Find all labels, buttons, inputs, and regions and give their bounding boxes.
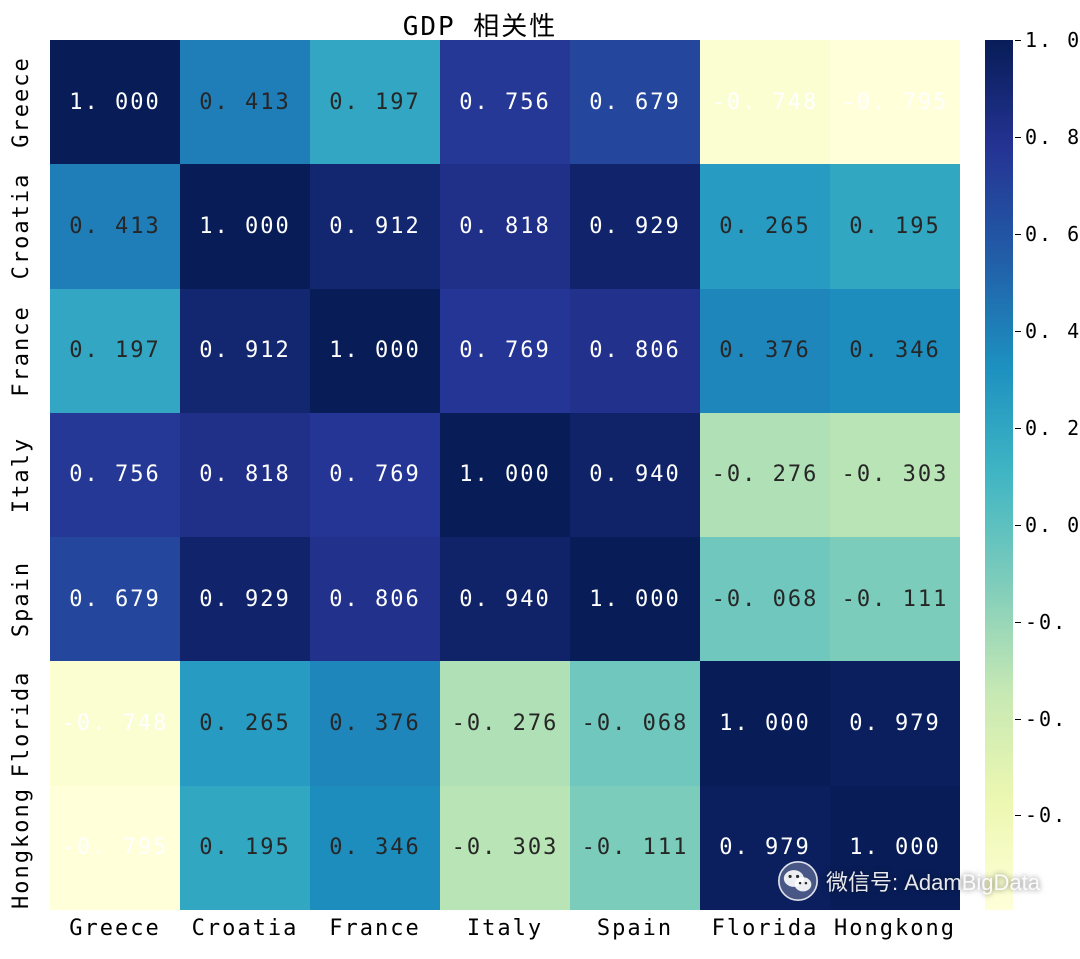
heatmap-cell: -0. 276 (440, 661, 570, 785)
heatmap-cell: 0. 346 (310, 786, 440, 910)
heatmap-cell: 0. 265 (180, 661, 310, 785)
colorbar-tick-label: -0. 6 (1025, 803, 1080, 827)
heatmap-cell: 0. 756 (50, 413, 180, 537)
x-tick-label: Spain (570, 916, 700, 941)
heatmap-cell: 1. 000 (700, 661, 830, 785)
y-tick-label: Hongkong (8, 786, 36, 910)
heatmap-cell: 0. 679 (50, 537, 180, 661)
colorbar-tick-label: 0. 0 (1025, 513, 1080, 537)
heatmap-cell: 0. 679 (570, 40, 700, 164)
heatmap-cell: 0. 756 (440, 40, 570, 164)
heatmap-cell: 0. 265 (700, 164, 830, 288)
colorbar-tick-label: 0. 4 (1025, 319, 1080, 343)
heatmap-cell: 0. 806 (310, 537, 440, 661)
heatmap-cell: 1. 000 (310, 289, 440, 413)
gdp-correlation-heatmap: GDP 相关性 1. 0000. 4130. 1970. 7560. 679-0… (0, 0, 1080, 959)
x-tick-label: Italy (440, 916, 570, 941)
heatmap-cell: 0. 197 (310, 40, 440, 164)
y-tick-label: Spain (8, 537, 36, 661)
heatmap-cell: 0. 818 (180, 413, 310, 537)
heatmap-cell: 0. 197 (50, 289, 180, 413)
heatmap-cell: -0. 068 (570, 661, 700, 785)
x-tick-label: France (310, 916, 440, 941)
heatmap-cell: 0. 940 (440, 537, 570, 661)
heatmap-cell: -0. 276 (700, 413, 830, 537)
heatmap-cell: 0. 912 (180, 289, 310, 413)
y-tick-label: France (8, 289, 36, 413)
heatmap-cell: 0. 979 (830, 661, 960, 785)
heatmap-cell: 0. 376 (310, 661, 440, 785)
heatmap-cell: -0. 795 (50, 786, 180, 910)
heatmap-cell: 0. 979 (700, 786, 830, 910)
chart-title: GDP 相关性 (0, 6, 960, 43)
heatmap-cell: 0. 413 (50, 164, 180, 288)
heatmap-cell: 0. 806 (570, 289, 700, 413)
colorbar-tick-label: 0. 6 (1025, 222, 1080, 246)
heatmap-cell: -0. 748 (700, 40, 830, 164)
heatmap-cell: 0. 769 (310, 413, 440, 537)
heatmap-cell: 1. 000 (440, 413, 570, 537)
x-tick-label: Croatia (180, 916, 310, 941)
heatmap-cell: 0. 929 (570, 164, 700, 288)
heatmap-cell: 0. 195 (830, 164, 960, 288)
colorbar-tick-label: 1. 0 (1025, 28, 1080, 52)
heatmap-cell: 0. 376 (700, 289, 830, 413)
heatmap-cell: -0. 303 (830, 413, 960, 537)
heatmap-cell: 1. 000 (570, 537, 700, 661)
heatmap-cell: -0. 748 (50, 661, 180, 785)
heatmap-plot-area: 1. 0000. 4130. 1970. 7560. 679-0. 748-0.… (50, 40, 960, 910)
x-tick-label: Greece (50, 916, 180, 941)
colorbar-tick-label: 0. 2 (1025, 416, 1080, 440)
y-tick-label: Florida (8, 661, 36, 785)
heatmap-cell: -0. 068 (700, 537, 830, 661)
heatmap-cell: 0. 413 (180, 40, 310, 164)
heatmap-cell: 0. 818 (440, 164, 570, 288)
heatmap-cell: -0. 303 (440, 786, 570, 910)
x-tick-label: Florida (700, 916, 830, 941)
heatmap-cell: 1. 000 (180, 164, 310, 288)
y-tick-label: Croatia (8, 164, 36, 288)
heatmap-grid: 1. 0000. 4130. 1970. 7560. 679-0. 748-0.… (50, 40, 960, 910)
colorbar-tick-label: -0. 2 (1025, 610, 1080, 634)
heatmap-cell: 1. 000 (830, 786, 960, 910)
heatmap-cell: 0. 940 (570, 413, 700, 537)
heatmap-cell: -0. 111 (830, 537, 960, 661)
heatmap-cell: 1. 000 (50, 40, 180, 164)
x-tick-label: Hongkong (830, 916, 960, 941)
heatmap-cell: 0. 346 (830, 289, 960, 413)
heatmap-cell: 0. 912 (310, 164, 440, 288)
colorbar-tick-label: -0. 4 (1025, 707, 1080, 731)
heatmap-cell: -0. 111 (570, 786, 700, 910)
heatmap-cell: 0. 769 (440, 289, 570, 413)
colorbar: -0. 6-0. 4-0. 20. 00. 20. 40. 60. 81. 0 (985, 40, 1013, 910)
y-tick-label: Italy (8, 413, 36, 537)
heatmap-cell: 0. 195 (180, 786, 310, 910)
colorbar-gradient (985, 40, 1013, 910)
heatmap-cell: -0. 795 (830, 40, 960, 164)
heatmap-cell: 0. 929 (180, 537, 310, 661)
y-tick-label: Greece (8, 40, 36, 164)
colorbar-tick-label: 0. 8 (1025, 125, 1080, 149)
